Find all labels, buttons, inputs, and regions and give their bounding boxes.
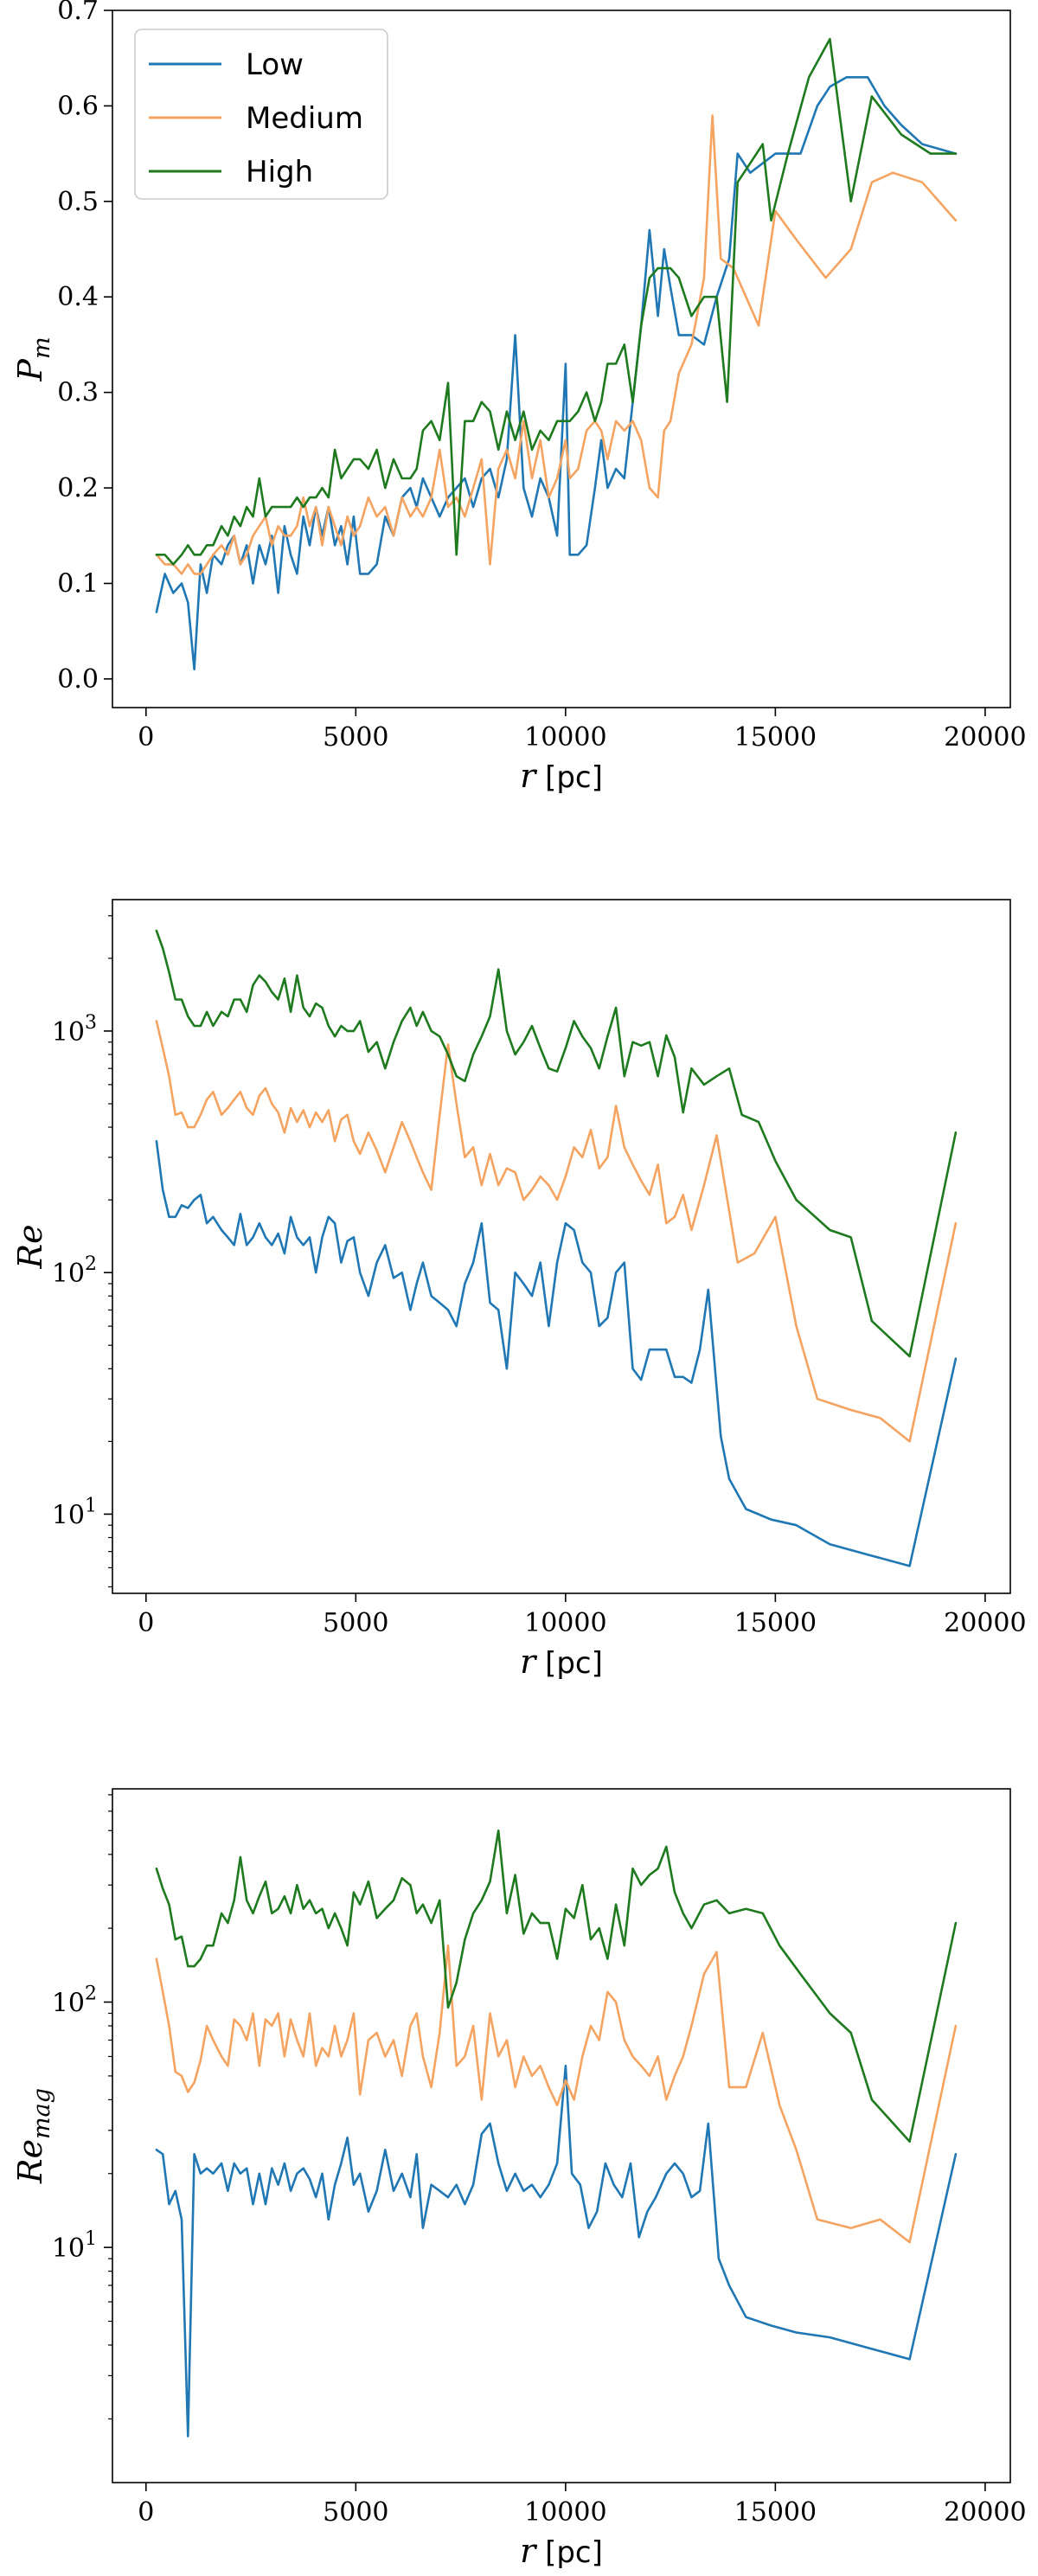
- plot-frame: [112, 10, 1011, 708]
- y-tick-label: 102: [52, 1983, 97, 2019]
- series-line-medium: [155, 114, 958, 575]
- legend-label-medium: Medium: [246, 101, 363, 136]
- y-tick-label: 101: [52, 1495, 97, 1530]
- x-tick-label: 20000: [944, 722, 1026, 753]
- series-line-high: [155, 37, 958, 566]
- legend-label-low: Low: [246, 48, 304, 82]
- y-tick-label: 0.1: [57, 568, 99, 599]
- y-tick-label: 0.4: [57, 282, 99, 312]
- series-group: [155, 37, 958, 671]
- x-tick-label: 10000: [524, 722, 606, 753]
- x-tick-label: 10000: [524, 1608, 606, 1638]
- y-tick-label: 0.2: [57, 473, 99, 503]
- legend: Low Medium High: [134, 29, 388, 200]
- y-tick-label: 102: [52, 1253, 97, 1289]
- x-axis-label: r [pc]: [520, 1643, 603, 1681]
- series-line-low: [155, 76, 958, 671]
- y-tick-label: 0.6: [57, 91, 99, 121]
- x-axis-label: r [pc]: [520, 2532, 603, 2570]
- plot-frame: [112, 899, 1011, 1594]
- series-group: [155, 1829, 958, 2438]
- x-tick-label: 5000: [323, 1608, 388, 1638]
- x-tick-label: 0: [138, 1608, 154, 1638]
- y-tick-label: 0.7: [57, 0, 99, 26]
- series-group: [155, 929, 958, 1567]
- series-line-high: [155, 929, 958, 1358]
- remag-panel: 0 5000 10000 15000 20000 101 102 r [pc] Remag: [11, 1788, 1027, 2570]
- x-tick-label: 15000: [734, 722, 817, 753]
- y-tick-label: 0.3: [57, 378, 99, 408]
- y-tick-label: 0.0: [57, 664, 99, 695]
- re-panel: 0 5000 10000 15000 20000 101 102 103 r [pc] Re: [11, 899, 1027, 1681]
- y-tick-label: 103: [52, 1012, 97, 1048]
- x-tick-label: 20000: [944, 1608, 1026, 1638]
- y-axis-label: Re: [11, 1224, 49, 1269]
- legend-box: [134, 29, 388, 200]
- series-line-low: [155, 2064, 958, 2438]
- series-line-low: [155, 1140, 958, 1567]
- x-tick-label: 20000: [944, 2497, 1026, 2528]
- x-tick-label: 0: [138, 722, 154, 753]
- plot-frame: [112, 1788, 1011, 2483]
- y-tick-label: 101: [52, 2228, 97, 2264]
- x-tick-label: 15000: [734, 1608, 817, 1638]
- x-tick-label: 10000: [524, 2497, 606, 2528]
- series-line-medium: [155, 1020, 958, 1443]
- y-tick-label: 0.5: [57, 187, 99, 217]
- y-axis-label: Remag: [11, 2088, 55, 2184]
- y-axis-label: Pm: [11, 336, 55, 381]
- x-tick-label: 15000: [734, 2497, 817, 2528]
- x-tick-label: 5000: [323, 722, 388, 753]
- x-axis-label: r [pc]: [520, 757, 603, 795]
- x-tick-label: 5000: [323, 2497, 388, 2528]
- x-tick-label: 0: [138, 2497, 154, 2528]
- legend-label-high: High: [246, 155, 313, 189]
- series-line-high: [155, 1829, 958, 2143]
- series-line-medium: [155, 1944, 958, 2244]
- pm-panel: 0 5000 10000 15000 20000 0.0 0.1 0.2 0.3 0.4 0.5 0.…: [11, 0, 1027, 795]
